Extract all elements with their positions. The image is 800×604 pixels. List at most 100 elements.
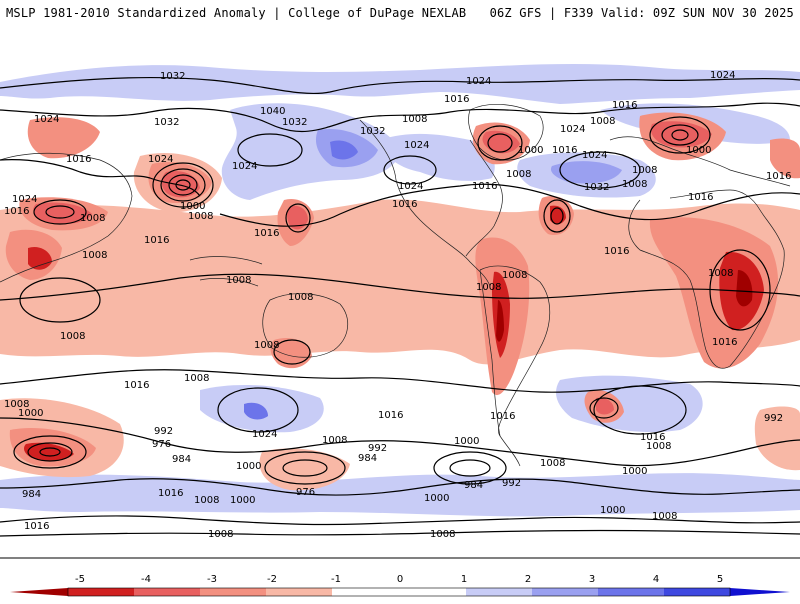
colorbar-arrow-right — [730, 588, 790, 596]
isobar-label: 1008 — [430, 529, 455, 540]
isobar-label: 1032 — [282, 117, 307, 128]
colorbar-tick-label: 3 — [589, 574, 595, 585]
isobar-label: 1000 — [622, 466, 647, 477]
isobar-label: 1000 — [230, 495, 255, 506]
isobar-label: 1008 — [184, 373, 209, 384]
isobar-label: 1016 — [490, 411, 515, 422]
isobar-label: 1008 — [622, 179, 647, 190]
coast-south-america — [479, 265, 551, 437]
coast-australia — [262, 293, 348, 358]
isobar-label: 1024 — [582, 150, 607, 161]
isobar-label: 1024 — [252, 429, 277, 440]
isobar-label: 1008 — [60, 331, 85, 342]
isobar-label: 1008 — [590, 116, 615, 127]
anomaly-neg-india-core — [28, 246, 52, 270]
isobar-label: 1016 — [640, 432, 665, 443]
isobar-label: 1000 — [454, 436, 479, 447]
anomaly-neg-tropical-band — [0, 199, 800, 365]
isobar-low-south-pacific-1 — [264, 451, 346, 485]
isobar-label: 1016 — [392, 199, 417, 210]
isobar-label: 1016 — [712, 337, 737, 348]
coast-north-america — [359, 119, 491, 287]
anomaly-neg-east-asia-core — [33, 202, 92, 224]
coast-greenland — [468, 104, 544, 161]
isobar-high-north-pacific — [237, 133, 303, 167]
isobar-high-atlantic — [559, 151, 641, 189]
isobar-low-se-pacific — [273, 339, 311, 365]
isobar-label: 1000 — [180, 201, 205, 212]
isobar-label: 1008 — [226, 275, 251, 286]
isobar-label: 1000 — [686, 145, 711, 156]
coast-north-america-east — [465, 139, 503, 257]
isobar-low-scandinavia-2 — [661, 124, 699, 146]
isobar-label: 1024 — [398, 181, 423, 192]
isobar-label: 1016 — [144, 235, 169, 246]
isobar-label: 1008 — [708, 268, 733, 279]
anomaly-neg-central-pacific-core — [287, 205, 308, 230]
isobar-label: 1024 — [710, 70, 735, 81]
isobar-label: 1016 — [124, 380, 149, 391]
isobar-label: 1016 — [4, 206, 29, 217]
isobar-low-east-asia-1 — [33, 199, 87, 225]
isobar-label: 1008 — [506, 169, 531, 180]
isobar-label: 1008 — [322, 435, 347, 446]
colorbar-tick-label: -5 — [75, 574, 85, 585]
isobar-low-nw-pacific-2 — [160, 168, 206, 202]
isobar-label: 1008 — [402, 114, 427, 125]
anomaly-neg-south-atlantic-core — [596, 397, 614, 415]
colorbar-segment-neg4 — [68, 588, 134, 596]
isobar-label: 1016 — [24, 521, 49, 532]
isobar-low-mid-atlantic-1 — [543, 199, 571, 233]
colorbar-segment-pos3 — [598, 588, 664, 596]
isobar-984-south — [0, 478, 800, 496]
isobar-label: 976 — [152, 439, 171, 450]
header-bar: MSLP 1981-2010 Standardized Anomaly | Co… — [0, 0, 800, 40]
isobar-label: 1016 — [472, 181, 497, 192]
anomaly-neg-se-pacific — [270, 337, 312, 369]
colorbar-segment-pos2 — [532, 588, 598, 596]
isobar-label: 1016 — [766, 171, 791, 182]
isobar-1008-antarctic — [0, 529, 800, 537]
isobar-label: 984 — [22, 489, 41, 500]
colorbar-tick-label: 4 — [653, 574, 659, 585]
coast-africa-west — [628, 199, 731, 369]
isobar-low-scandinavia-1 — [649, 116, 711, 154]
isobar-label: 1008 — [80, 213, 105, 224]
colorbar-segment-neutral — [332, 588, 466, 596]
isobar-label: 1008 — [476, 282, 501, 293]
isobar-label: 992 — [154, 426, 173, 437]
colorbar-segment-neg3 — [134, 588, 200, 596]
isobar-low-mid-atlantic-2 — [550, 207, 564, 225]
anomaly-neg-southern-ocean-east — [754, 406, 800, 471]
colorbar-ticks: -5 -4 -3 -2 -1 0 1 2 3 4 5 — [75, 574, 723, 585]
isobar-label: 1000 — [18, 408, 43, 419]
isobar-low-east-asia-2 — [45, 205, 75, 219]
isobar-label: 992 — [502, 478, 521, 489]
isobar-label: 1032 — [160, 71, 185, 82]
isobar-label: 1000 — [236, 461, 261, 472]
colorbar-segment-neg1 — [266, 588, 332, 596]
isobar-label: 1040 — [260, 106, 285, 117]
isobar-low-drake-1 — [433, 451, 507, 485]
isobar-labels: 1032 1024 1024 1016 1024 1032 1040 1032 … — [4, 70, 791, 540]
colorbar-tick-label: -3 — [207, 574, 217, 585]
isobar-label: 1016 — [158, 488, 183, 499]
isobar-label: 1016 — [254, 228, 279, 239]
isobar-label: 1008 — [652, 511, 677, 522]
isobar-low-south-pacific-2 — [282, 459, 328, 477]
colorbar-tick-label: 1 — [461, 574, 467, 585]
anomaly-pos-north-atlantic-core — [550, 161, 622, 184]
isobar-low-south-indian-2 — [27, 442, 73, 462]
isobar-low-drake-2 — [449, 459, 491, 477]
coast-south-america-west — [479, 269, 501, 437]
isobar-high-south-atlantic — [593, 385, 687, 435]
anomaly-map: 1032 1024 1024 1016 1024 1032 1040 1032 … — [0, 40, 800, 559]
isobars — [0, 76, 800, 537]
anomaly-neg-arabia — [770, 138, 800, 179]
isobar-label: 1000 — [518, 145, 543, 156]
colorbar-outline — [67, 587, 731, 597]
colorbar-arrow-left — [10, 588, 68, 596]
isobar-label: 1008 — [632, 165, 657, 176]
isobar-label: 1016 — [378, 410, 403, 421]
isobar-low-nw-pacific-3 — [168, 174, 198, 196]
